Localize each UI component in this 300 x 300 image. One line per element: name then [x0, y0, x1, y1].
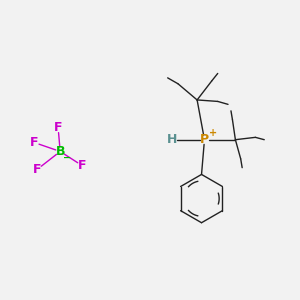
- Text: F: F: [30, 136, 39, 149]
- Text: H: H: [167, 133, 177, 146]
- Text: −: −: [63, 153, 71, 163]
- Text: F: F: [33, 163, 42, 176]
- Text: +: +: [209, 128, 218, 138]
- Text: P: P: [200, 133, 209, 146]
- Text: B: B: [56, 145, 65, 158]
- Text: F: F: [77, 159, 86, 172]
- Text: F: F: [54, 122, 62, 134]
